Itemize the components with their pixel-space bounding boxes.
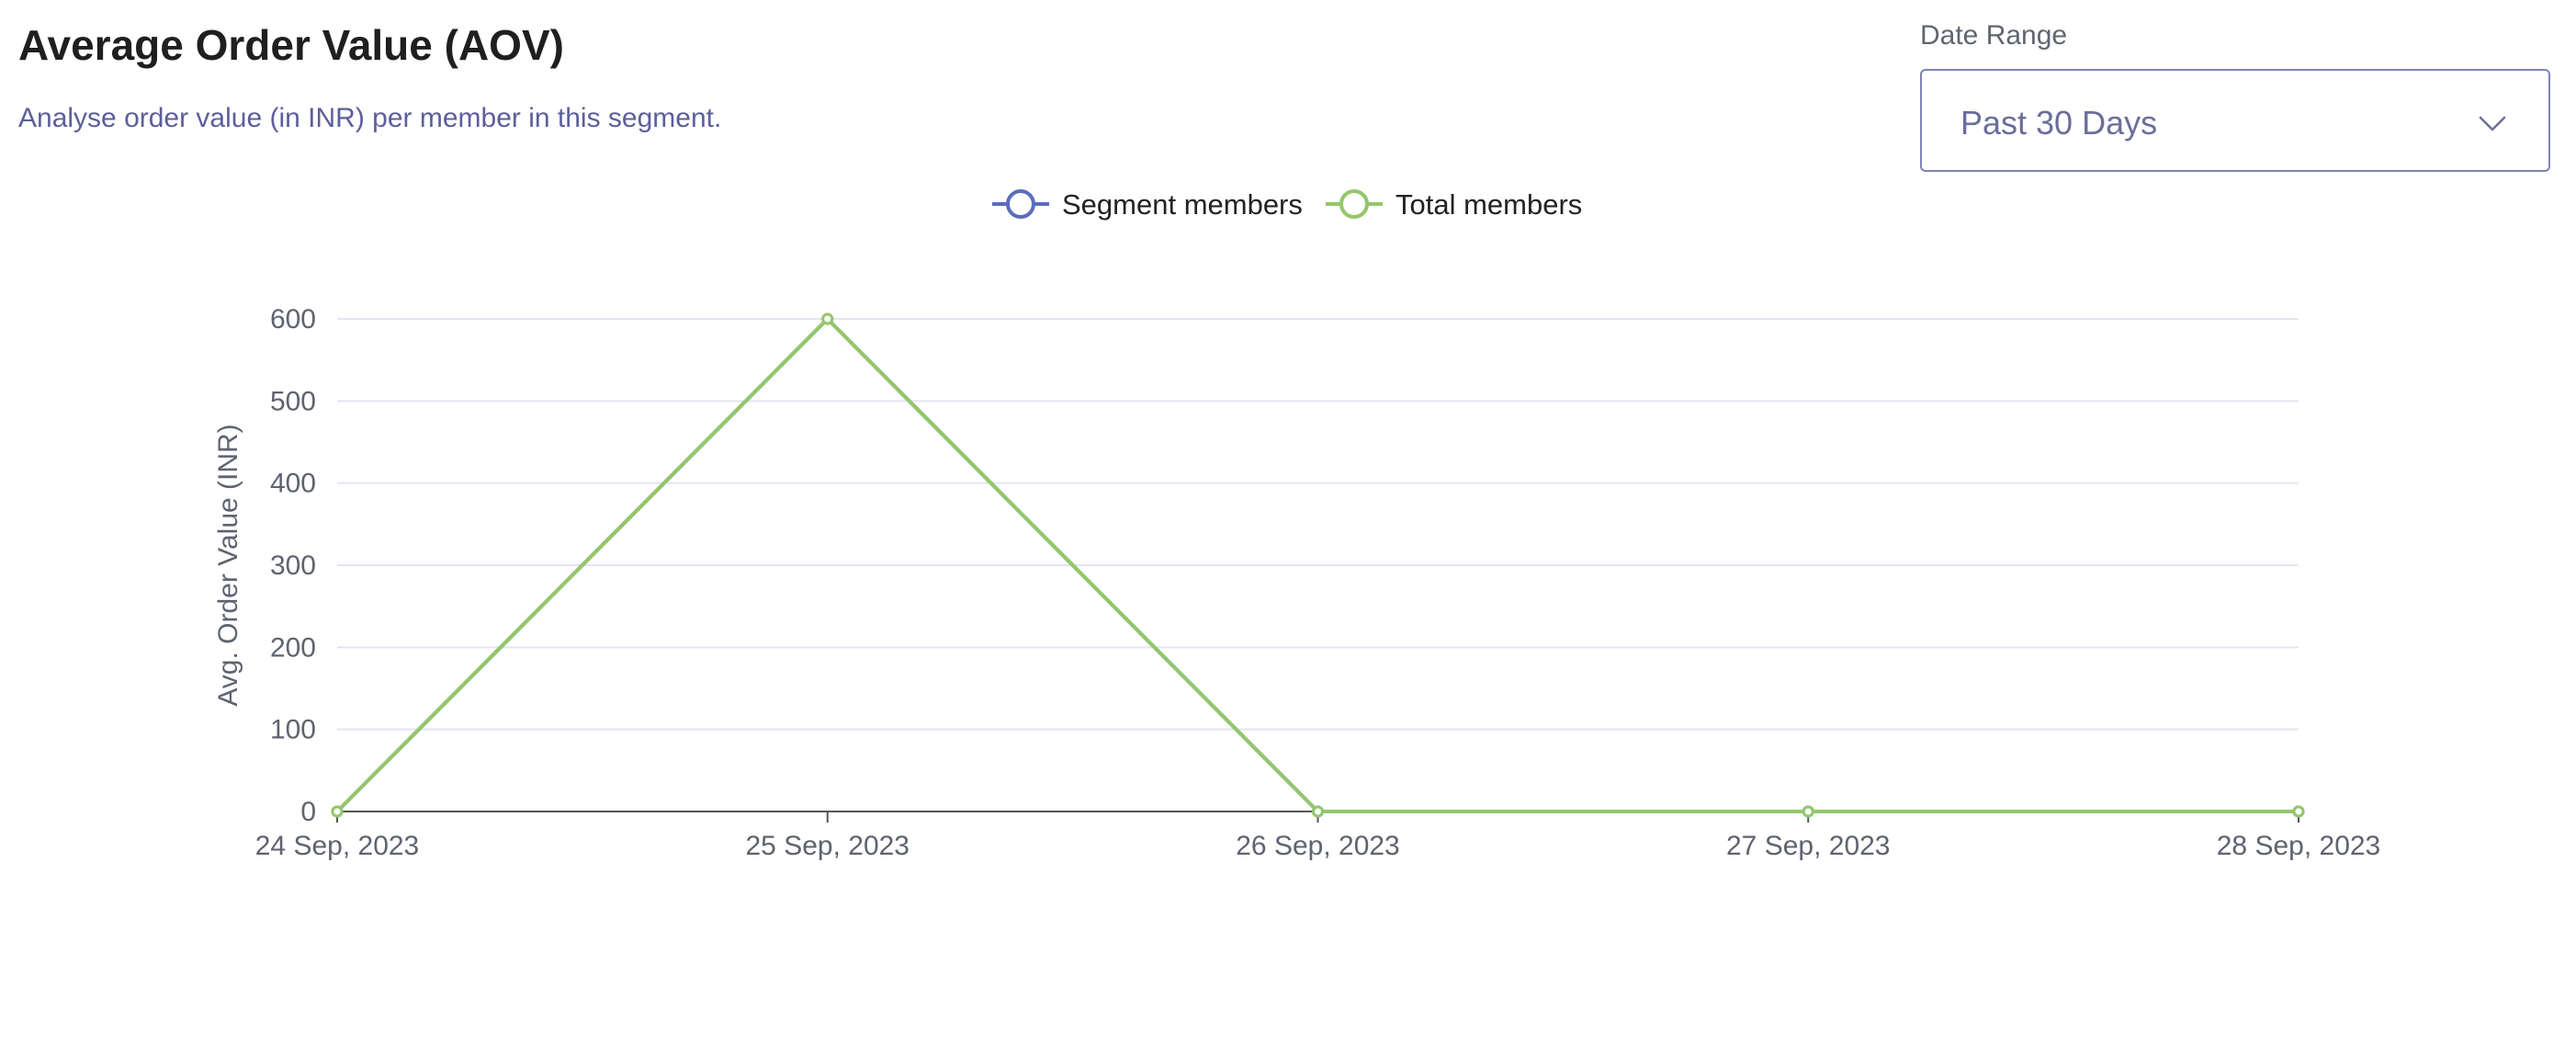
legend-marker: [1006, 189, 1035, 219]
y-axis-title: Avg. Order Value (INR): [213, 424, 243, 706]
aov-line-chart: Segment members Total members 0 100 200 300 4…: [213, 188, 2381, 861]
y-axis-ticks: 0 100 200 300 400 500 600 Avg. Order Value (INR…: [213, 304, 316, 827]
x-tick-label: 27 Sep, 2023: [1726, 831, 1891, 861]
legend-item-segment-members: Segment members: [992, 188, 1303, 221]
date-range-value: Past 30 Days: [1960, 104, 2158, 142]
y-tick-label: 200: [270, 632, 316, 663]
x-tick-label: 24 Sep, 2023: [255, 831, 420, 861]
chart-series: [331, 312, 2305, 818]
data-point: [1312, 805, 1324, 818]
data-point: [331, 805, 344, 818]
y-tick-label: 400: [270, 469, 316, 499]
legend-marker: [1339, 189, 1369, 219]
x-tick-label: 26 Sep, 2023: [1236, 831, 1400, 861]
legend-item-total-members: Total members: [1326, 188, 1582, 221]
y-tick-label: 500: [270, 386, 316, 416]
chart-title: Average Order Value (AOV): [18, 21, 564, 69]
chart-grid: [337, 318, 2299, 731]
chevron-down-icon: [2479, 116, 2506, 131]
x-axis: 24 Sep, 2023 25 Sep, 2023 26 Sep, 2023 27 S…: [255, 811, 2381, 861]
y-tick-label: 300: [270, 550, 316, 581]
data-point: [1802, 805, 1814, 818]
data-point: [821, 312, 834, 325]
legend-label: Total members: [1395, 188, 1582, 221]
date-range-label: Date Range: [1920, 20, 2068, 51]
legend-label: Segment members: [1062, 188, 1303, 221]
series-total-members: [331, 312, 2305, 818]
chart-legend: Segment members Total members: [992, 188, 1582, 221]
y-tick-label: 100: [270, 715, 316, 745]
chart-subtitle: Analyse order value (in INR) per member …: [18, 103, 722, 133]
x-tick-label: 25 Sep, 2023: [746, 831, 910, 861]
x-tick-label: 28 Sep, 2023: [2217, 831, 2381, 861]
date-range-select[interactable]: Past 30 Days: [1920, 69, 2550, 172]
y-tick-label: 0: [300, 797, 316, 827]
y-tick-label: 600: [270, 304, 316, 335]
data-point: [2292, 805, 2305, 818]
